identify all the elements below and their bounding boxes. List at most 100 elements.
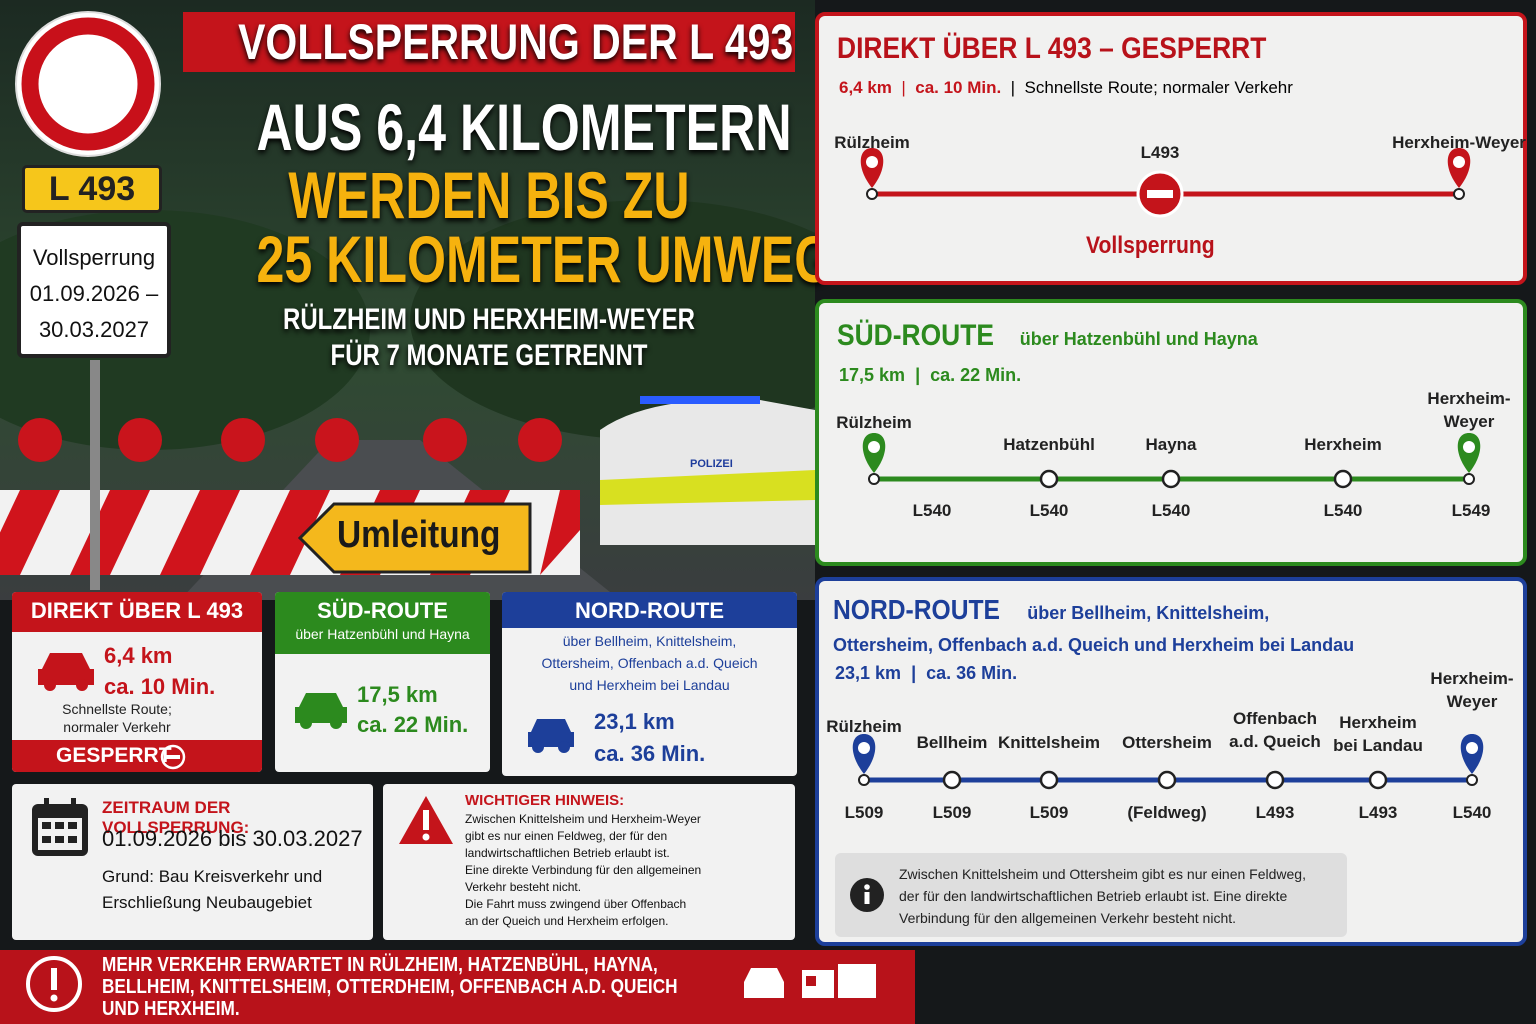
route-meta: 6,4 km | ca. 10 Min. | Schnellste Route;… — [839, 78, 1293, 97]
card-north: NORD-ROUTE über Bellheim, Knittelsheim, … — [502, 592, 797, 776]
stop-name: Rülzheim — [826, 717, 902, 736]
card-title: DIREKT ÜBER L 493 — [12, 592, 262, 632]
stop-name: Ottersheim — [1122, 733, 1212, 752]
headline-line: WERDEN BIS ZU — [288, 158, 690, 232]
stop-name: Rülzheim — [836, 413, 912, 432]
road-label: L509 — [844, 803, 884, 822]
card-distance: 23,1 km — [594, 709, 675, 734]
card-time: ca. 10 Min. — [104, 674, 216, 699]
period-reason: Grund: Bau Kreisverkehr und Erschließung… — [102, 867, 323, 912]
status-bar — [12, 740, 262, 772]
stop-name: Knittelsheim — [997, 733, 1101, 752]
card-distance: 6,4 km — [104, 643, 173, 668]
card-note: Schnellste Route; normaler Verkehr — [62, 701, 172, 735]
route-title: NORD-ROUTE — [833, 594, 1000, 625]
road-label: L540 — [1323, 501, 1363, 520]
detour-sign: Umleitung — [337, 514, 501, 556]
road-sign: L 493 — [22, 165, 162, 213]
card-time: ca. 22 Min. — [357, 712, 469, 737]
stop-dot — [1333, 469, 1353, 489]
road-label: L493 — [1255, 803, 1295, 822]
card-stats: 6,4 km ca. 10 Min. — [104, 640, 215, 702]
headline-line: 25 KILOMETER UMWEG — [256, 222, 834, 296]
stop-dot — [868, 473, 880, 485]
route-line — [862, 433, 1481, 489]
no-entry-icon — [160, 744, 186, 770]
pin-hole — [1463, 441, 1475, 453]
pin-hole — [1453, 156, 1465, 168]
vehicle-icons — [744, 964, 876, 998]
closure-to: 30.03.2027 — [38, 317, 150, 342]
footer-text: MEHR VERKEHR ERWARTET IN RÜLZHEIM, HATZE… — [102, 954, 678, 1020]
stop-dot — [1368, 770, 1388, 790]
card-stats: 17,5 km ca. 22 Min. — [357, 680, 468, 740]
route-time: ca. 36 Min. — [926, 663, 1018, 683]
car-icon — [295, 693, 347, 729]
route-title: DIREKT ÜBER L 493 – GESPERRT — [837, 32, 1267, 65]
route-heading: SÜD-ROUTE über Hatzenbühl und Hayna — [837, 319, 1258, 353]
route-line — [852, 734, 1484, 790]
subheadline: FÜR 7 MONATE GETRENNT — [330, 339, 648, 372]
card-status: GESPERRT — [56, 744, 172, 767]
road-label: (Feldweg) — [1127, 803, 1207, 822]
route-heading: NORD-ROUTE über Bellheim, Knittelsheim, … — [833, 595, 1513, 662]
stop-dot — [1466, 774, 1478, 786]
road-label: L540 — [1151, 501, 1191, 520]
stop-name: Hatzenbühl — [1003, 435, 1095, 454]
card-stats: 23,1 km ca. 36 Min. — [594, 706, 705, 770]
no-entry-sign — [15, 11, 161, 157]
period-box: ZEITRAUM DER VOLLSPERRUNG: 01.09.2026 bi… — [12, 784, 373, 940]
stop-name: Herxheim- Weyer — [1427, 389, 1511, 431]
pin-hole — [1466, 742, 1478, 754]
stop-dot — [866, 188, 878, 200]
pin-hole — [858, 742, 870, 754]
stop-name: Herxheim bei Landau — [1333, 713, 1423, 755]
stop-name: Hayna — [1145, 435, 1197, 454]
route-time: ca. 22 Min. — [930, 365, 1022, 385]
pin-hole — [868, 441, 880, 453]
background-photo — [0, 0, 815, 600]
closure-label: Vollsperrung — [32, 245, 156, 270]
route-title: SÜD-ROUTE — [837, 319, 994, 352]
route-status: Vollsperrung — [1085, 232, 1215, 259]
card-south: SÜD-ROUTE über Hatzenbühl und Hayna 17,5… — [275, 592, 490, 772]
route-note: Schnellste Route; normaler Verkehr — [1024, 78, 1293, 97]
road-label: L509 — [932, 803, 972, 822]
stop-dot — [1039, 469, 1059, 489]
route-via: über Hatzenbühl und Hayna — [1019, 329, 1258, 349]
stop-name: Herxheim-Weyer — [1392, 133, 1526, 152]
road-label: L493 — [1358, 803, 1398, 822]
card-direct: DIREKT ÜBER L 493 6,4 km ca. 10 Min. Schn… — [12, 592, 262, 772]
route-panel: SÜD-ROUTE über Hatzenbühl und Hayna 17,5… — [815, 299, 1527, 566]
route-via: über Bellheim, Knittelsheim, Ottersheim,… — [833, 603, 1355, 655]
period-title: ZEITRAUM DER VOLLSPERRUNG: — [102, 798, 250, 837]
alert-icon — [26, 956, 82, 1012]
stop-dot — [1265, 770, 1285, 790]
stop-name: Rülzheim — [834, 133, 910, 152]
route-line — [860, 148, 1471, 218]
headline-banner — [183, 12, 795, 72]
notice-title: WICHTIGER HINWEIS: — [465, 792, 625, 809]
stop-dot — [1039, 770, 1059, 790]
stop-name: Bellheim — [916, 733, 988, 752]
card-title: SÜD-ROUTE — [317, 598, 448, 623]
detour-sign-shape — [298, 502, 532, 574]
stop-name: Offenbach a.d. Queich — [1229, 709, 1321, 751]
card-via: über Hatzenbühl und Hayna — [295, 626, 470, 642]
stop-dot — [1161, 469, 1181, 489]
period-dates: 01.09.2026 bis 30.03.2027 — [102, 826, 363, 851]
calendar-icon — [32, 798, 88, 856]
stop-name: L493 — [1140, 143, 1180, 162]
card-header: SÜD-ROUTE über Hatzenbühl und Hayna — [275, 592, 490, 654]
stop-name: Herxheim — [1304, 435, 1382, 454]
subheadline: RÜLZHEIM UND HERXHEIM-WEYER — [283, 303, 695, 336]
route-meta: 17,5 km | ca. 22 Min. — [839, 365, 1022, 385]
route-time: ca. 10 Min. — [915, 78, 1002, 97]
stop-dot — [1157, 770, 1177, 790]
card-title: NORD-ROUTE — [502, 592, 797, 628]
stop-name: Herxheim- Weyer — [1430, 669, 1514, 711]
stop-dot — [942, 770, 962, 790]
info-box: Zwischen Knittelsheim und Ottersheim gib… — [835, 853, 1347, 937]
road-label: L549 — [1451, 501, 1491, 520]
stop-dot — [1453, 188, 1465, 200]
